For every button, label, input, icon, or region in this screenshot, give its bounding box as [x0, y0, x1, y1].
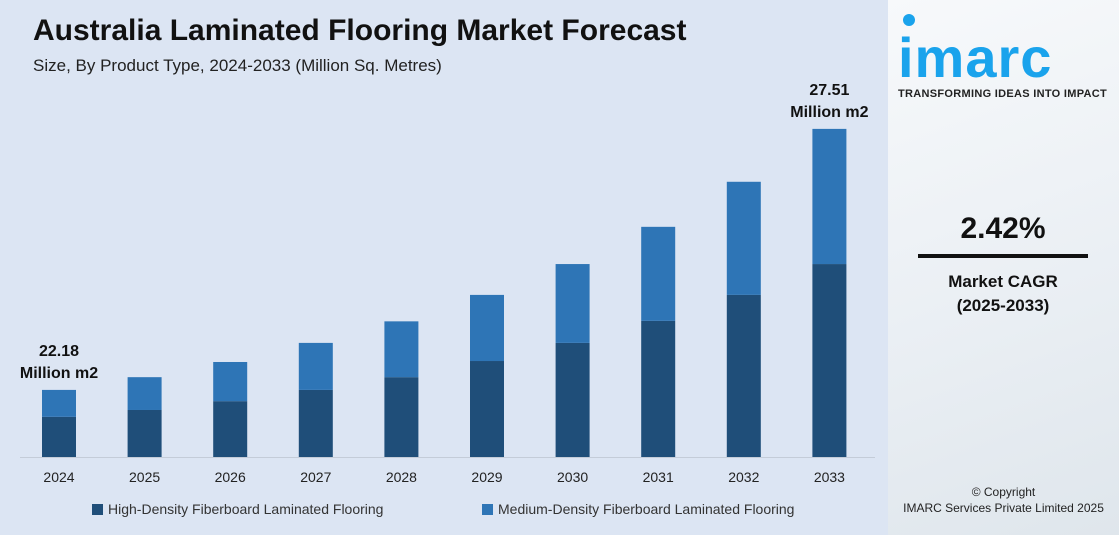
- bar-2025-series-1: [127, 377, 162, 410]
- cagr-label: Market CAGR (2025-2033): [918, 270, 1088, 318]
- bar-2031-series-0: [641, 320, 676, 457]
- bar-2032-series-0: [726, 294, 761, 457]
- bar-2025-series-0: [127, 409, 162, 457]
- cagr-value: 2.42%: [960, 212, 1046, 245]
- copyright-company: IMARC Services Private Limited 2025: [903, 501, 1104, 515]
- x-tick-label: 2030: [557, 469, 588, 485]
- cagr-period: (2025-2033): [956, 296, 1050, 315]
- legend-label: Medium-Density Fiberboard Laminated Floo…: [498, 501, 795, 517]
- bar-2026-series-0: [213, 401, 248, 457]
- legend-swatch: [482, 503, 493, 515]
- x-tick-label: 2032: [728, 469, 759, 485]
- bar-2030-series-0: [555, 342, 590, 457]
- bar-2027-series-1: [298, 342, 333, 390]
- data-label-unit: Million m2: [20, 365, 98, 382]
- logo-text: imarc: [898, 26, 1053, 89]
- data-label-value: 27.51: [809, 82, 849, 99]
- bar-2032-series-1: [726, 181, 761, 295]
- x-tick-label: 2027: [300, 469, 331, 485]
- bar-2026-series-1: [213, 361, 248, 402]
- x-tick-label: 2033: [814, 469, 845, 485]
- bar-2029-series-0: [470, 361, 504, 457]
- bar-2024-series-1: [42, 389, 76, 417]
- imarc-logo: imarc TRANSFORMING IDEAS INTO IMPACT: [898, 8, 1110, 100]
- x-tick-label: 2026: [215, 469, 246, 485]
- data-label-value: 22.18: [39, 343, 79, 360]
- logo-dot-icon: [903, 14, 915, 26]
- cagr-divider: [918, 254, 1088, 258]
- bar-2031-series-1: [641, 226, 676, 321]
- x-tick-label: 2028: [386, 469, 417, 485]
- legend-item-medium-density: Medium-Density Fiberboard Laminated Floo…: [482, 501, 794, 517]
- legend-label: High-Density Fiberboard Laminated Floori…: [108, 501, 384, 517]
- bar-2028-series-0: [384, 377, 419, 457]
- info-panel: [888, 0, 1119, 535]
- legend-item-high-density: High-Density Fiberboard Laminated Floori…: [92, 501, 383, 517]
- x-tick-label: 2024: [43, 469, 74, 485]
- bar-2030-series-1: [555, 264, 590, 343]
- bar-2033-series-0: [812, 264, 847, 457]
- legend-swatch: [92, 503, 103, 515]
- copyright-line: © Copyright: [971, 485, 1036, 499]
- x-tick-label: 2025: [129, 469, 160, 485]
- x-tick-label: 2029: [471, 469, 502, 485]
- bar-chart: 2024 22.18 Million m2 2025 2026 2027 2028 2029 2…: [20, 82, 875, 485]
- bar-2027-series-0: [298, 389, 333, 457]
- data-label-unit: Million m2: [790, 104, 868, 121]
- bar-2033-series-1: [812, 128, 847, 265]
- x-tick-label: 2031: [643, 469, 674, 485]
- cagr-label-text: Market CAGR: [948, 272, 1058, 291]
- chart-panel: Australia Laminated Flooring Market Fore…: [0, 0, 888, 535]
- bar-2029-series-1: [470, 294, 504, 362]
- chart-subtitle: Size, By Product Type, 2024-2033 (Millio…: [33, 56, 442, 75]
- logo-tagline: TRANSFORMING IDEAS INTO IMPACT: [898, 88, 1108, 100]
- chart-title: Australia Laminated Flooring Market Fore…: [33, 14, 687, 47]
- bar-2028-series-1: [384, 321, 419, 378]
- bar-2024-series-0: [42, 416, 76, 457]
